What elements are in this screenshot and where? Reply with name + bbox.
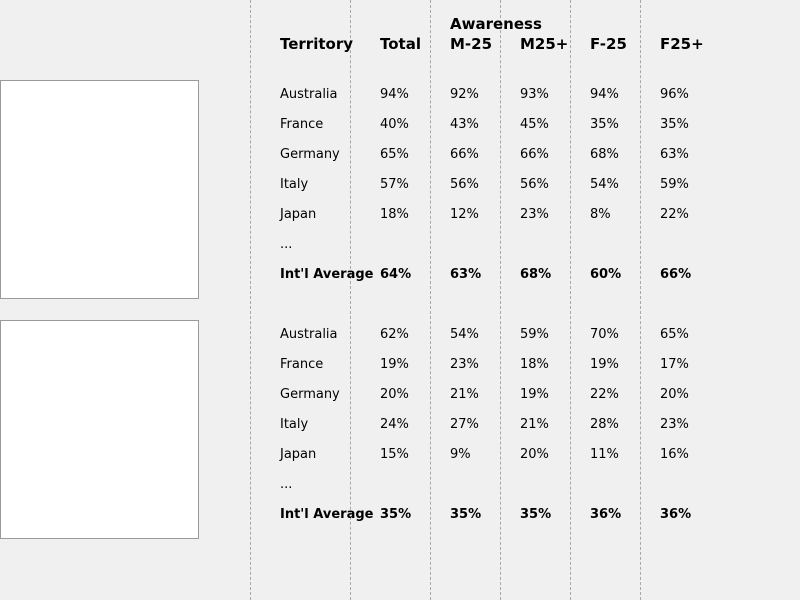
value-cell: 63% xyxy=(660,147,689,162)
value-cell: 94% xyxy=(590,87,619,102)
average-value: 35% xyxy=(450,507,482,522)
value-cell: 20% xyxy=(520,447,549,462)
average-label: Int'l Average xyxy=(280,507,374,522)
territory-cell: France xyxy=(280,357,324,372)
average-value: 35% xyxy=(380,507,412,522)
column-header-m25-plus: M25+ xyxy=(520,35,569,53)
territory-cell: Germany xyxy=(280,147,340,162)
value-cell: 66% xyxy=(520,147,549,162)
column-header-f25-plus: F25+ xyxy=(660,35,704,53)
value-cell: 12% xyxy=(450,207,479,222)
ellipsis-row: ... xyxy=(280,477,293,492)
value-cell: 19% xyxy=(380,357,409,372)
value-cell: 23% xyxy=(520,207,549,222)
column-header-territory: Territory xyxy=(280,35,354,53)
value-cell: 66% xyxy=(450,147,479,162)
value-cell: 9% xyxy=(450,447,471,462)
column-divider xyxy=(570,0,571,600)
territory-cell: Australia xyxy=(280,327,338,342)
value-cell: 96% xyxy=(660,87,689,102)
territory-cell: France xyxy=(280,117,324,132)
image-panel-top xyxy=(0,80,199,299)
value-cell: 35% xyxy=(660,117,689,132)
value-cell: 43% xyxy=(450,117,479,132)
column-header-f-25: F-25 xyxy=(590,35,627,53)
value-cell: 65% xyxy=(660,327,689,342)
value-cell: 20% xyxy=(660,387,689,402)
value-cell: 28% xyxy=(590,417,619,432)
value-cell: 65% xyxy=(380,147,409,162)
territory-cell: Australia xyxy=(280,87,338,102)
value-cell: 45% xyxy=(520,117,549,132)
column-divider xyxy=(250,0,251,600)
value-cell: 23% xyxy=(450,357,479,372)
value-cell: 27% xyxy=(450,417,479,432)
value-cell: 35% xyxy=(590,117,619,132)
value-cell: 23% xyxy=(660,417,689,432)
value-cell: 59% xyxy=(520,327,549,342)
column-header-total: Total xyxy=(380,35,421,53)
average-value: 60% xyxy=(590,267,622,282)
value-cell: 21% xyxy=(450,387,479,402)
value-cell: 94% xyxy=(380,87,409,102)
value-cell: 16% xyxy=(660,447,689,462)
value-cell: 15% xyxy=(380,447,409,462)
value-cell: 59% xyxy=(660,177,689,192)
value-cell: 21% xyxy=(520,417,549,432)
value-cell: 22% xyxy=(660,207,689,222)
value-cell: 54% xyxy=(450,327,479,342)
ellipsis-row: ... xyxy=(280,237,293,252)
value-cell: 68% xyxy=(590,147,619,162)
average-value: 63% xyxy=(450,267,482,282)
column-divider xyxy=(430,0,431,600)
value-cell: 57% xyxy=(380,177,409,192)
territory-cell: Japan xyxy=(280,207,317,222)
value-cell: 17% xyxy=(660,357,689,372)
value-cell: 11% xyxy=(590,447,619,462)
value-cell: 19% xyxy=(520,387,549,402)
value-cell: 70% xyxy=(590,327,619,342)
value-cell: 24% xyxy=(380,417,409,432)
column-divider xyxy=(350,0,351,600)
average-value: 36% xyxy=(590,507,622,522)
territory-cell: Italy xyxy=(280,177,309,192)
territory-cell: Japan xyxy=(280,447,317,462)
column-divider xyxy=(500,0,501,600)
average-value: 64% xyxy=(380,267,412,282)
value-cell: 22% xyxy=(590,387,619,402)
column-divider xyxy=(640,0,641,600)
column-header-m-25: M-25 xyxy=(450,35,493,53)
value-cell: 19% xyxy=(590,357,619,372)
value-cell: 18% xyxy=(380,207,409,222)
value-cell: 54% xyxy=(590,177,619,192)
average-value: 35% xyxy=(520,507,552,522)
value-cell: 62% xyxy=(380,327,409,342)
value-cell: 93% xyxy=(520,87,549,102)
value-cell: 56% xyxy=(520,177,549,192)
average-label: Int'l Average xyxy=(280,267,374,282)
awareness-heading: Awareness xyxy=(450,15,542,33)
value-cell: 40% xyxy=(380,117,409,132)
value-cell: 20% xyxy=(380,387,409,402)
value-cell: 56% xyxy=(450,177,479,192)
image-panel-bottom xyxy=(0,320,199,539)
territory-cell: Italy xyxy=(280,417,309,432)
value-cell: 92% xyxy=(450,87,479,102)
average-value: 68% xyxy=(520,267,552,282)
value-cell: 8% xyxy=(590,207,611,222)
average-value: 36% xyxy=(660,507,692,522)
territory-cell: Germany xyxy=(280,387,340,402)
average-value: 66% xyxy=(660,267,692,282)
value-cell: 18% xyxy=(520,357,549,372)
